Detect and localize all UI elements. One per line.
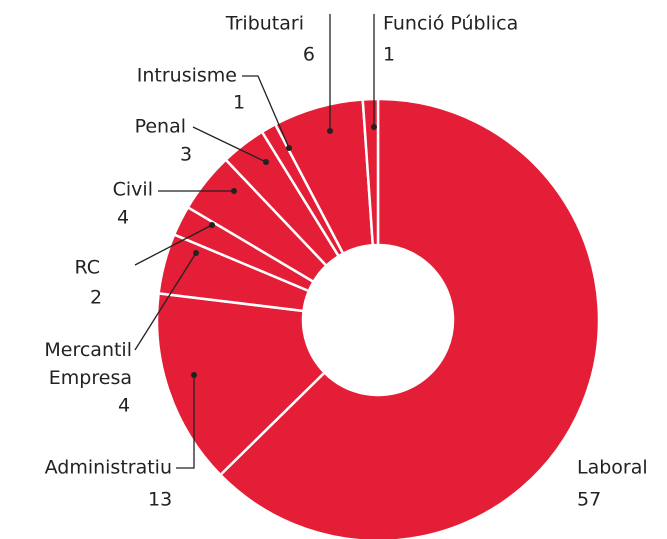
leader-line: [176, 375, 195, 469]
leader-dot: [209, 222, 215, 228]
slice-value: 13: [148, 489, 172, 511]
leader-dot: [371, 124, 377, 130]
slice-value: 2: [90, 287, 102, 309]
leader-line: [134, 224, 213, 266]
leader-line: [134, 252, 197, 351]
slice-label: RC: [74, 257, 100, 279]
leader-line: [192, 126, 267, 163]
slice-label: Penal: [135, 116, 186, 138]
slice-label: Administratiu: [45, 457, 172, 479]
slice-label: Intrusisme: [137, 65, 237, 87]
slice-label: Funció Pública: [383, 13, 518, 35]
leader-dot: [191, 372, 197, 378]
slice-label: Tributari: [225, 13, 304, 35]
slice-label: Laboral: [577, 457, 648, 479]
slice-value: 1: [383, 44, 395, 66]
leader-line: [242, 75, 290, 149]
donut-slice: [155, 291, 327, 477]
slice-label: Mercantil Empresa: [44, 339, 132, 389]
leader-dot: [286, 145, 292, 151]
slice-label: Civil: [113, 179, 153, 201]
leader-dot: [193, 250, 199, 256]
slice-value: 4: [117, 207, 129, 229]
slice-value: 6: [303, 44, 315, 66]
slice-value: 3: [180, 144, 192, 166]
donut-slice: [218, 97, 601, 539]
slice-value: 57: [577, 489, 601, 511]
leader-dot: [231, 188, 237, 194]
donut-slice: [361, 97, 380, 247]
slice-value: 4: [118, 395, 130, 417]
leader-dot: [263, 159, 269, 165]
leader-dot: [327, 128, 333, 134]
slice-value: 1: [233, 92, 245, 114]
